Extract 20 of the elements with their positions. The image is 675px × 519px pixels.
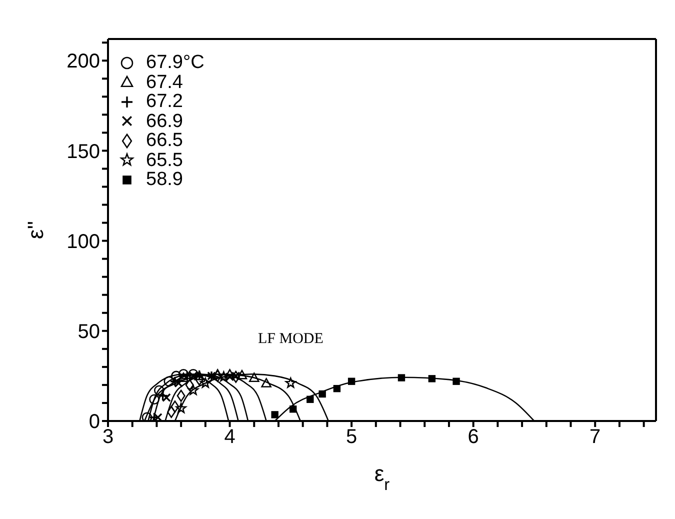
x-tick-label: 5 (346, 426, 358, 448)
y-tick-label: 0 (88, 411, 100, 434)
y-tick-label: 50 (78, 321, 100, 344)
annotation: LF MODE (258, 331, 324, 347)
x-tick-label: 4 (224, 426, 236, 448)
x-axis-title: ε$_{r}$ (374, 461, 390, 494)
legend-label: 67.9°C (146, 52, 204, 73)
y-tick-label: 100 (66, 230, 100, 253)
legend-label: 66.9 (146, 110, 183, 132)
y-axis-title: ε'' (23, 220, 48, 240)
legend-label: 66.5 (146, 130, 183, 151)
legend-label: 67.4 (146, 72, 183, 92)
x-tick-label: 7 (590, 426, 601, 448)
legend-label: 65.5 (146, 150, 183, 170)
y-tick-label: 200 (66, 50, 100, 73)
legend-label: 58.9 (146, 169, 183, 190)
x-tick-label: 3 (102, 426, 114, 448)
x-tick-label: 6 (468, 426, 479, 448)
y-tick-label: 150 (66, 140, 100, 163)
legend-label: 67.2 (146, 91, 183, 112)
